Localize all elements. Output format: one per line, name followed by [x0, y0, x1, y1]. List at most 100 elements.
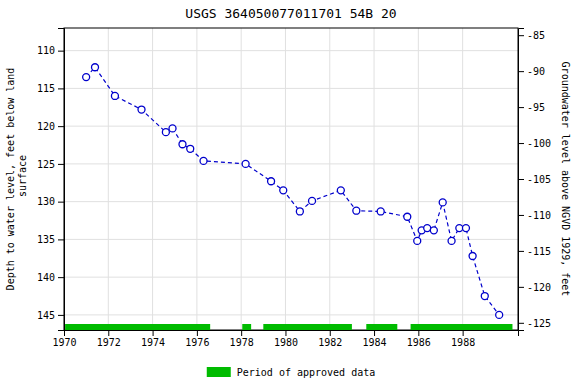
tick: -110	[518, 210, 551, 221]
series-marker	[200, 157, 207, 164]
series-marker	[138, 106, 145, 113]
grid	[64, 28, 518, 330]
tick-mark	[58, 164, 64, 165]
tick-mark	[58, 202, 64, 203]
tick-mark	[518, 143, 524, 144]
series-marker	[430, 227, 437, 234]
tick-label: 135	[37, 234, 55, 245]
tick-label: 1978	[230, 337, 254, 348]
tick-label: -95	[527, 102, 545, 113]
tick-mark	[197, 330, 198, 336]
grid-line-y	[64, 201, 518, 202]
tick: 145	[37, 310, 64, 321]
tick-label: 115	[37, 83, 55, 94]
tick: 110	[37, 45, 64, 56]
grid-line-x	[152, 28, 153, 330]
grid-line-y	[64, 126, 518, 127]
data	[65, 64, 512, 330]
y-axis-label: Depth to water level, feet below land su…	[5, 68, 28, 291]
approved-period	[242, 324, 251, 330]
series-marker	[377, 208, 384, 215]
series-marker	[481, 293, 488, 300]
series-marker	[296, 208, 303, 215]
tick: 135	[37, 234, 64, 245]
legend: Period of approved data	[207, 367, 375, 378]
tick-mark	[153, 330, 154, 336]
axis-line	[519, 29, 525, 331]
tick: 130	[37, 196, 64, 207]
tick-label: 1976	[185, 337, 209, 348]
series-marker	[169, 125, 176, 132]
grid-line-x	[196, 28, 197, 330]
tick-label: -105	[527, 174, 551, 185]
tick-label: 1984	[363, 337, 387, 348]
grid-line-x	[462, 28, 463, 330]
tick-mark	[374, 330, 375, 336]
tick: 140	[37, 272, 64, 283]
tick-label: 1982	[318, 337, 342, 348]
tick: -100	[518, 138, 551, 149]
tick-label: -120	[527, 282, 551, 293]
tick-mark	[108, 330, 109, 336]
tick-mark	[58, 51, 64, 52]
tick-mark	[58, 239, 64, 240]
tick-mark	[418, 330, 419, 336]
series-marker	[439, 199, 446, 206]
tick-mark	[518, 215, 524, 216]
tick: 120	[37, 121, 64, 132]
grid-line-x	[374, 28, 375, 330]
series-marker	[404, 213, 411, 220]
series-marker	[83, 74, 90, 81]
series-marker	[92, 64, 99, 71]
approved-period	[411, 324, 513, 330]
series-marker	[187, 145, 194, 152]
y2-axis: -85 -90 -95 -100 -105 -110 -115 -120 -125	[518, 29, 551, 331]
series-marker	[456, 225, 463, 232]
series-marker	[469, 253, 476, 260]
series-marker	[162, 129, 169, 136]
tick: 125	[37, 159, 64, 170]
plot: 1970197219741976197819801982198419861988…	[37, 28, 551, 348]
tick-label: 110	[37, 45, 55, 56]
grid-line-x	[329, 28, 330, 330]
series-marker	[179, 141, 186, 148]
series-marker	[268, 178, 275, 185]
y-axis-label-line: Depth to water level, feet below land	[5, 68, 16, 291]
tick-mark	[518, 35, 524, 36]
series-marker	[462, 225, 469, 232]
tick: -125	[518, 318, 551, 329]
tick: -85	[518, 30, 545, 41]
series-marker	[414, 237, 421, 244]
tick: 1972	[97, 330, 121, 348]
tick: 1976	[185, 330, 209, 348]
y2-axis-label: Groundwater level above NGVD 1929, feet	[560, 62, 571, 297]
tick-label: 140	[37, 272, 55, 283]
x-axis: 1970197219741976197819801982198419861988	[52, 330, 518, 348]
approved-period	[263, 324, 352, 330]
series-marker	[496, 311, 503, 318]
series-marker	[337, 187, 344, 194]
grid-line-y	[64, 314, 518, 315]
tick-label: -90	[527, 66, 545, 77]
series-marker	[353, 207, 360, 214]
tick-label: -85	[527, 30, 545, 41]
tick-mark	[518, 251, 524, 252]
tick-mark	[518, 71, 524, 72]
tick-mark	[330, 330, 331, 336]
tick-label: 1988	[451, 337, 475, 348]
tick-label: 1970	[52, 337, 76, 348]
tick: 1970	[52, 330, 76, 348]
tick-mark	[58, 88, 64, 89]
grid-line-x	[108, 28, 109, 330]
series-marker	[280, 187, 287, 194]
tick-label: 145	[37, 310, 55, 321]
tick-label: -100	[527, 138, 551, 149]
tick: -115	[518, 246, 551, 257]
series-marker	[111, 92, 118, 99]
tick: -90	[518, 66, 545, 77]
tick-mark	[518, 179, 524, 180]
y-axis-label-line: surface	[17, 155, 28, 203]
series-marker	[309, 197, 316, 204]
grid-line-y	[64, 50, 518, 51]
tick: 1980	[274, 330, 298, 348]
